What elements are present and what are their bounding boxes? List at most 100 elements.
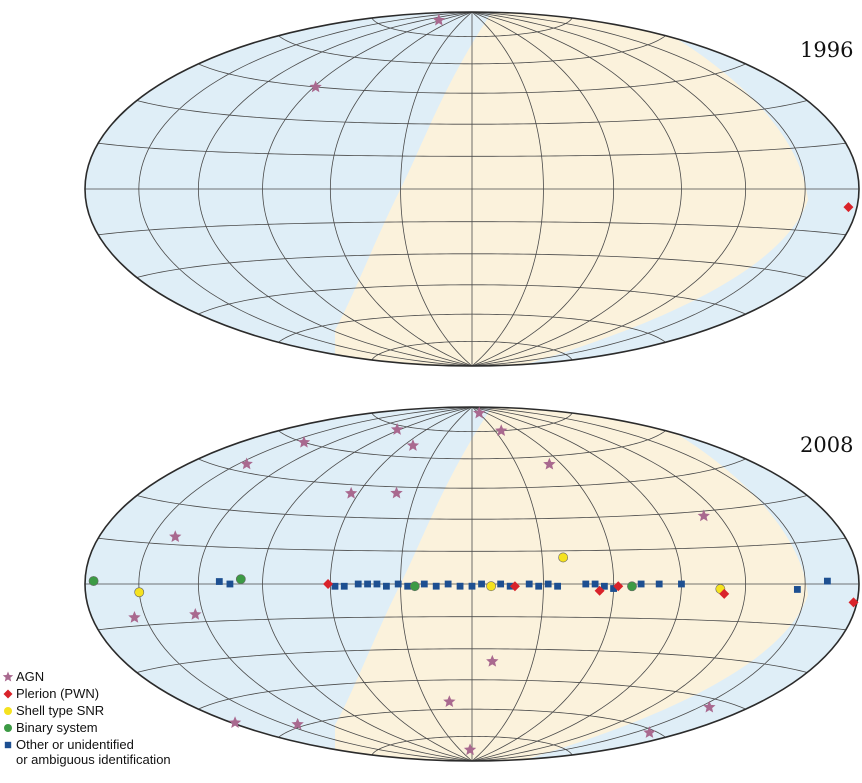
circle-icon [4,707,12,715]
parallel-line [198,679,746,710]
map-year-label: 1996 [800,38,853,62]
coordinate-grid [85,11,859,367]
square-point [432,582,440,590]
square-point [678,580,685,588]
sky-map-2008: 2008 [84,406,860,762]
legend-item-agn: AGN [2,669,44,684]
square-point [420,580,428,588]
parallel-line [98,221,846,236]
parallel-line [278,430,666,460]
star-point [228,716,242,728]
diamond-point [594,585,605,596]
square-point [535,582,543,590]
parallel-line [371,340,573,361]
source-markers [88,406,859,756]
parallel-line [278,35,666,65]
square-icon [4,741,12,749]
diamond-point [509,581,520,592]
square-point [215,578,223,585]
legend-item-binary: Binary system [4,720,98,735]
parallel-line [136,253,808,278]
legend-label: Shell type SNR [16,703,104,718]
legend-item-plerion: Plerion (PWN) [3,686,99,701]
parallel-line [198,284,746,315]
parallel-line [278,708,666,738]
star-icon [2,671,14,682]
square-point [340,582,348,590]
circle-point [486,581,496,592]
legend-square-icon [4,741,12,749]
parallel-line [136,648,808,673]
square-point [582,580,590,588]
star-point [297,435,311,448]
legend-item-other: Other or unidentified or ambiguous ident… [4,737,171,767]
legend-star-icon [2,671,14,682]
legend-label: Binary system [16,720,98,735]
parallel-line [136,495,808,520]
circle-icon [4,724,12,732]
square-point [525,580,533,588]
legend-circle-icon [4,707,12,715]
map-year-label: 2008 [800,433,853,457]
star-point [344,486,358,499]
circle-point [134,587,145,598]
parallel-line [98,616,846,631]
parallel-line [371,735,573,756]
star-point [169,530,182,543]
sky-map-outline [84,406,860,762]
circle-point [409,581,420,592]
square-point [610,585,617,592]
square-point [793,586,801,593]
diamond-point [719,588,730,599]
legend: AGN Plerion (PWN) Shell type SNR Binary … [2,669,171,767]
sky-map-1996: 1996 [84,11,860,367]
diamond-point [323,579,334,589]
star-point [697,509,710,522]
legend-label: Other or unidentified [16,737,134,752]
square-point [823,577,831,585]
circle-point [627,581,637,592]
star-point [390,423,404,435]
square-point [637,580,645,588]
square-point [456,582,464,590]
square-point [354,580,362,588]
star-point [543,457,556,470]
star-point [486,654,499,667]
star-point [189,607,202,620]
star-point [463,743,477,756]
star-point [703,700,716,713]
square-point [394,580,402,588]
circle-point [558,552,569,563]
star-point [128,611,141,623]
square-point [655,580,663,588]
star-point [406,439,420,451]
square-point [468,582,476,590]
star-point [473,406,486,419]
star-point [443,695,456,707]
legend-label-line2: or ambiguous identification [16,752,171,767]
star-point [291,717,304,730]
square-point [331,582,339,590]
circle-point [235,574,246,585]
star-point [240,457,253,470]
legend-label: Plerion (PWN) [16,686,99,701]
star-point [309,80,322,93]
square-point [382,582,390,590]
parallel-line [371,17,573,38]
star-point [390,486,403,499]
square-point [373,580,381,588]
parallel-line [198,63,746,94]
square-point [364,580,371,588]
parallel-line [371,412,573,433]
circle-point [88,576,99,586]
diamond-point [613,581,624,592]
diamond-point [843,202,854,213]
square-point [478,580,485,588]
star-point [495,424,508,437]
square-point [591,580,599,588]
legend-circle-icon [4,724,12,732]
square-point [226,580,234,588]
square-point [600,582,608,590]
source-markers [309,13,854,213]
